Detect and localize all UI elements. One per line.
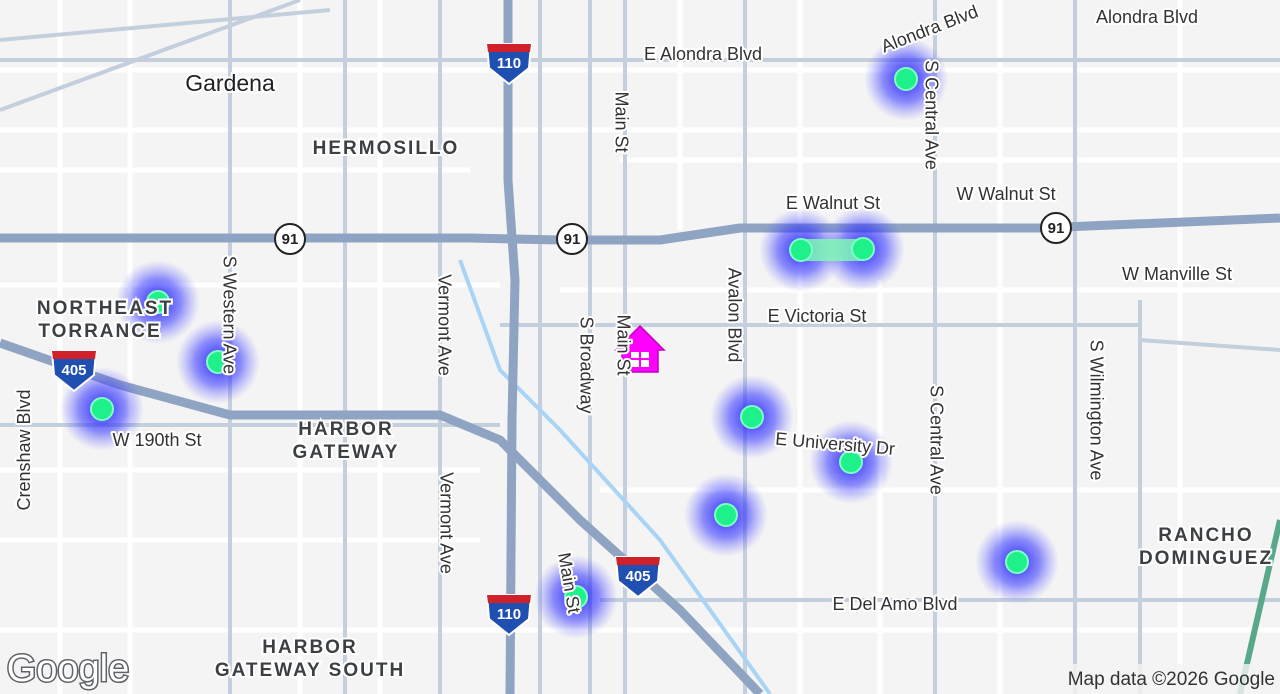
place-label: NORTHEAST bbox=[37, 298, 173, 319]
heat-point bbox=[90, 397, 114, 421]
interstate-shield-top bbox=[52, 351, 96, 359]
street-label: Avalon Blvd bbox=[724, 268, 744, 363]
shield-number: 405 bbox=[625, 568, 650, 585]
state-shield bbox=[274, 223, 306, 255]
street-label: S Wilmington Ave bbox=[1086, 340, 1106, 481]
heat-point bbox=[1005, 550, 1029, 574]
street-label: Main St bbox=[613, 314, 633, 375]
street-label: W Manville St bbox=[1122, 264, 1232, 284]
place-label: HARBOR bbox=[262, 637, 357, 658]
interstate-shield bbox=[485, 594, 533, 637]
shield-number: 405 bbox=[61, 362, 86, 379]
heatmap bbox=[60, 37, 1059, 639]
heat-point bbox=[839, 450, 863, 474]
interstate-shield-top bbox=[487, 595, 531, 603]
highway-shields: 110 110 405 405 91 91 91 bbox=[50, 43, 1072, 637]
interstate-shield-top bbox=[616, 557, 660, 565]
place-label: RANCHO bbox=[1158, 525, 1253, 546]
home-marker bbox=[614, 324, 666, 373]
street-label: E Del Amo Blvd bbox=[832, 594, 957, 614]
heat-point bbox=[146, 290, 170, 314]
place-label: GATEWAY bbox=[293, 442, 400, 463]
interstate-shield bbox=[50, 350, 98, 393]
state-shield bbox=[556, 223, 588, 255]
place-label: GATEWAY SOUTH bbox=[215, 660, 405, 681]
shield-number: 91 bbox=[564, 231, 581, 248]
place-label: HARBOR bbox=[298, 419, 393, 440]
street-label: E Victoria St bbox=[768, 306, 867, 326]
street-label: E Alondra Blvd bbox=[644, 44, 762, 64]
state-shield bbox=[1040, 212, 1072, 244]
heat-point bbox=[894, 67, 918, 91]
heat-point bbox=[740, 405, 764, 429]
place-label: Gardena bbox=[185, 70, 275, 96]
heat-point bbox=[789, 238, 813, 262]
street-label: Crenshaw Blvd bbox=[14, 389, 34, 510]
street-label: S Central Ave bbox=[926, 385, 946, 495]
street-label: Main St bbox=[611, 91, 631, 152]
heat-point bbox=[564, 585, 588, 609]
place-labels: Gardena HERMOSILLO NORTHEAST TORRANCE HA… bbox=[35, 68, 1273, 683]
street-label: W Walnut St bbox=[956, 184, 1055, 204]
heat-point bbox=[851, 237, 875, 261]
interstate-shield bbox=[485, 43, 533, 86]
google-logo: Google bbox=[7, 648, 130, 690]
interstate-shield-top bbox=[487, 44, 531, 52]
place-label: HERMOSILLO bbox=[313, 138, 460, 159]
street-label: S Western Ave bbox=[219, 256, 239, 374]
place-label: DOMINGUEZ bbox=[1139, 548, 1273, 569]
place-label: TORRANCE bbox=[38, 321, 161, 342]
attribution-background bbox=[1030, 664, 1280, 694]
shield-number: 110 bbox=[497, 606, 521, 623]
heat-point bbox=[714, 503, 738, 527]
street-label: Vermont Ave bbox=[434, 274, 454, 376]
shield-number: 91 bbox=[1048, 220, 1065, 237]
street-label: S Central Ave bbox=[921, 60, 941, 170]
street-label: Vermont Ave bbox=[436, 472, 456, 574]
heat-point bbox=[206, 350, 230, 374]
interstate-shield bbox=[614, 556, 662, 599]
street-label: W 190th St bbox=[112, 430, 201, 450]
shield-number: 110 bbox=[497, 55, 521, 72]
street-label: Alondra Blvd bbox=[1096, 7, 1198, 27]
street-label: E Walnut St bbox=[786, 193, 880, 213]
heat-glow bbox=[801, 239, 863, 261]
shield-number: 91 bbox=[282, 231, 299, 248]
attribution: Map data ©2026 Google bbox=[1068, 669, 1275, 690]
street-label: S Broadway bbox=[576, 316, 596, 413]
